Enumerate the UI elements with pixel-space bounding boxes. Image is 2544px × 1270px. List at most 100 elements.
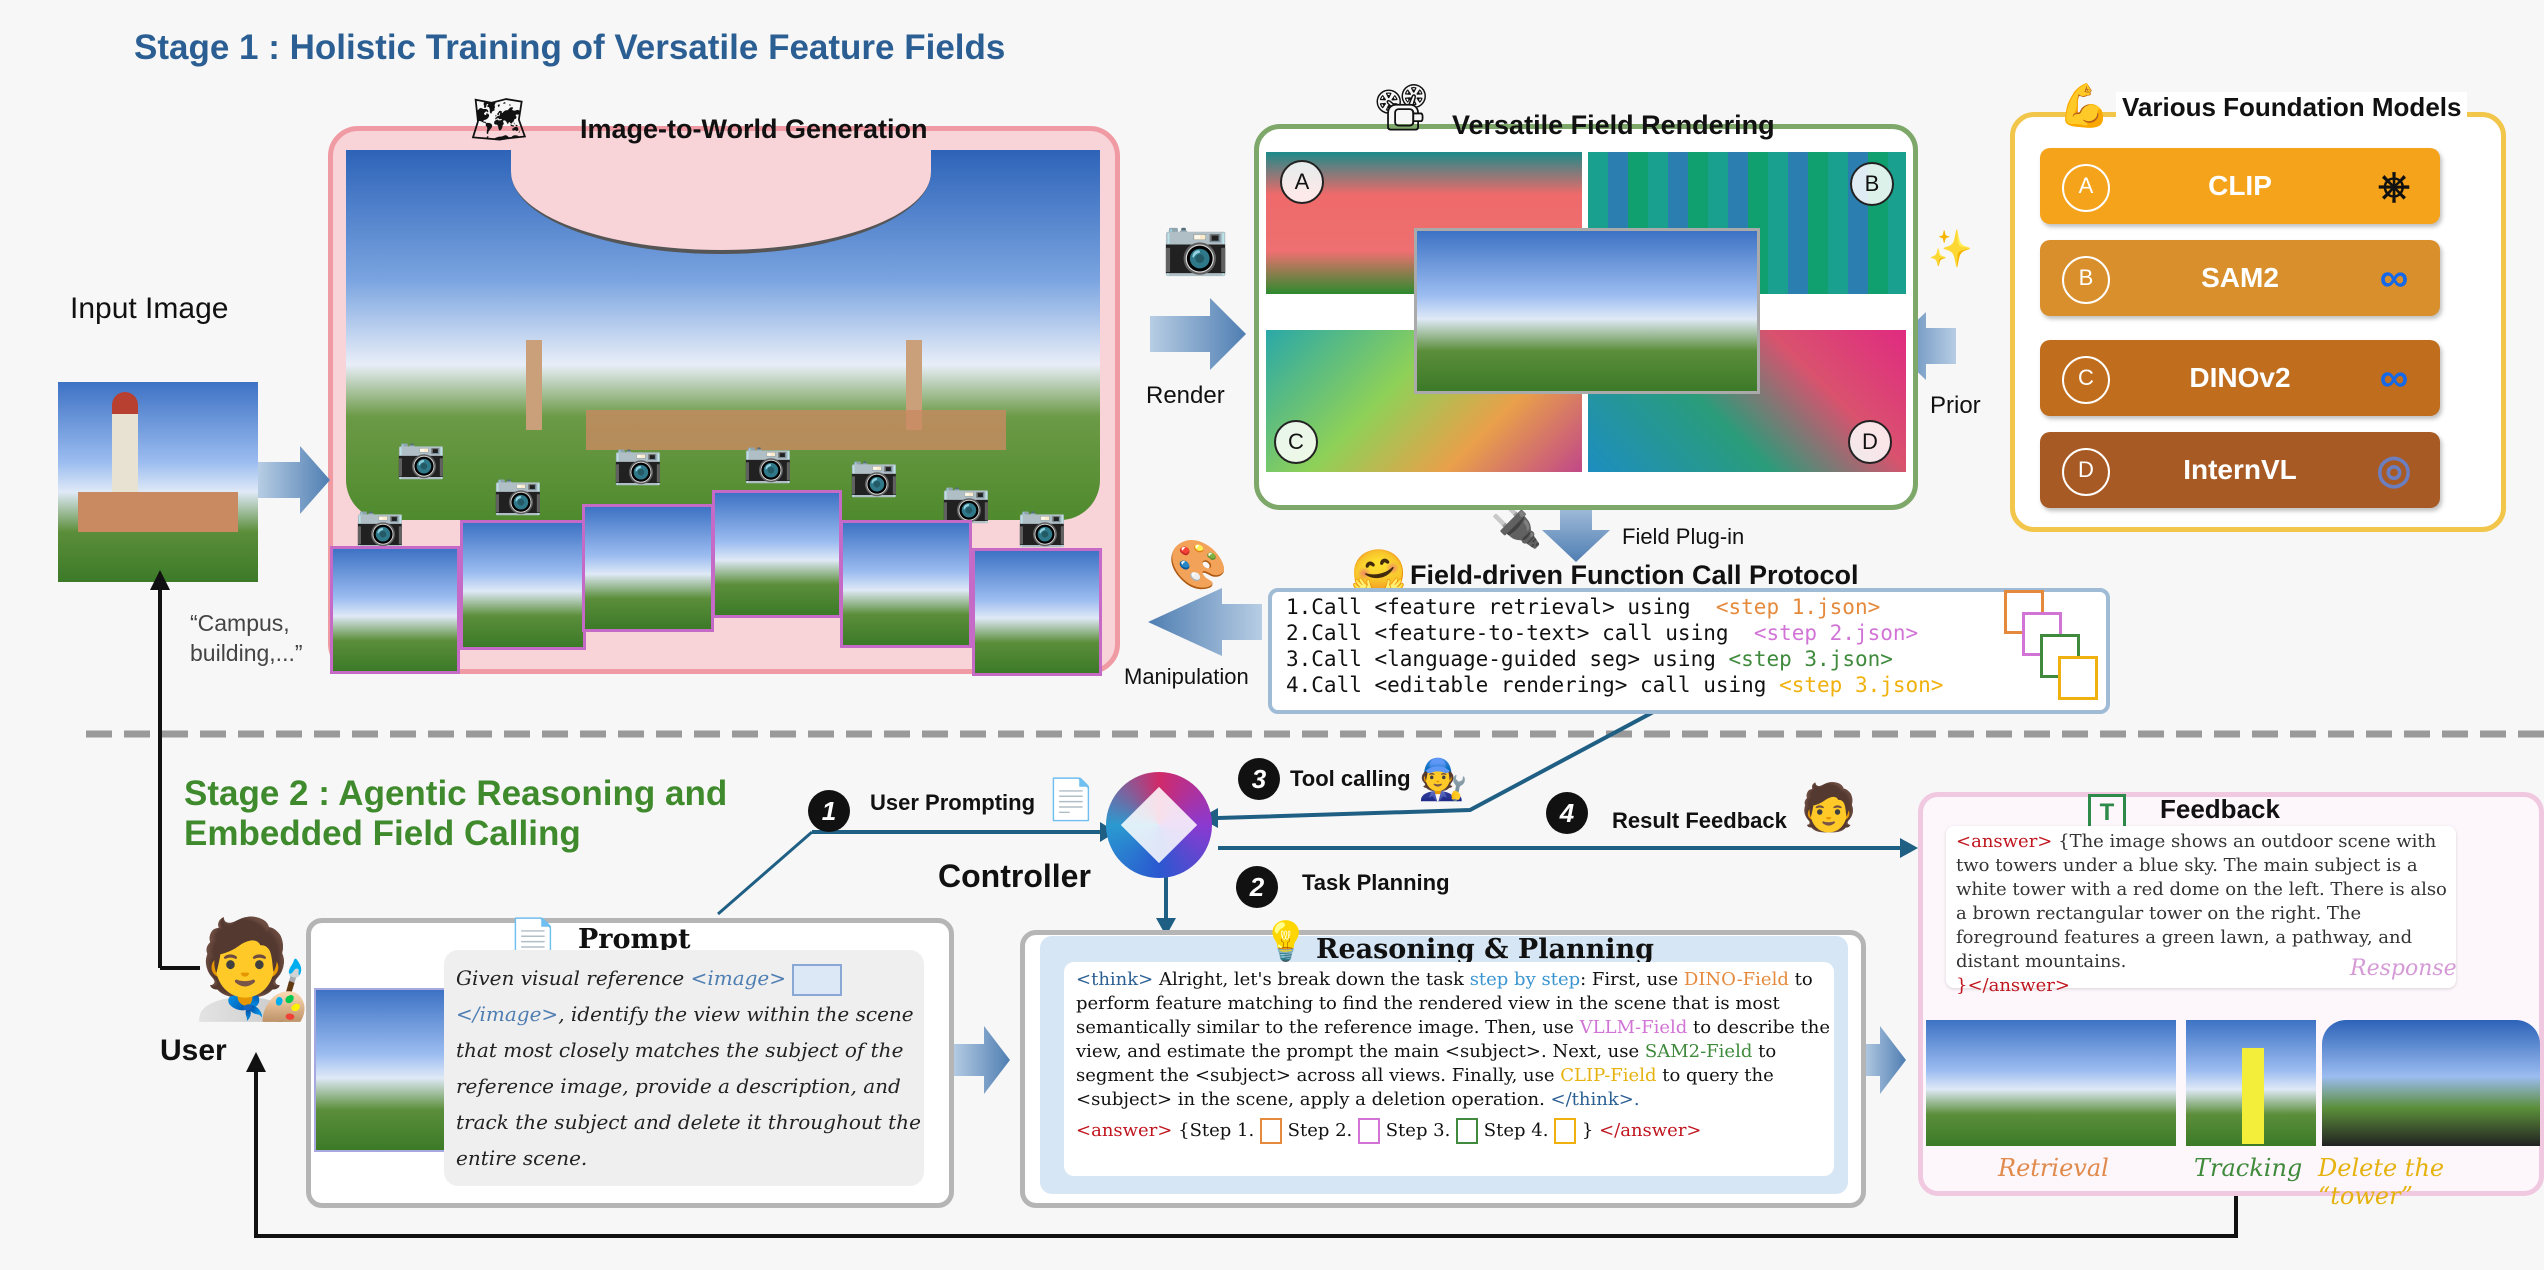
star-person-icon: 🧑 — [1800, 781, 1858, 833]
retrieval-label: Retrieval — [1998, 1154, 2109, 1182]
tool-calling-label: Tool calling — [1290, 766, 1411, 791]
model-letter: C — [2062, 356, 2110, 404]
controller-label: Controller — [938, 858, 1091, 894]
json-file-icon — [1456, 1118, 1479, 1144]
view-thumbnail — [460, 520, 586, 650]
model-name: InternVL — [2183, 454, 2297, 485]
arrow-manipulation — [1148, 588, 1262, 656]
camera-icon: 📷 — [1162, 217, 1230, 277]
task-planning-label: Task Planning — [1302, 870, 1450, 895]
camera-icon: 📷 — [613, 442, 663, 486]
step-number-4: 4 — [1546, 792, 1588, 834]
camera-icon: 📷 — [493, 472, 543, 516]
reference-image — [314, 988, 452, 1152]
model-name: CLIP — [2208, 170, 2272, 201]
sparkle-icon: ✨ — [1928, 228, 1973, 269]
feedback-text: <answer> {The image shows an outdoor sce… — [1956, 831, 2447, 996]
models-title: Various Foundation Models — [2116, 92, 2468, 123]
map-icon: 🗺 — [470, 93, 529, 145]
flex-icon: 💪 — [2058, 82, 2111, 129]
reasoning-box — [1064, 962, 1834, 1176]
protocol-line-2: 2.Call <feature-to-text> call using <ste… — [1286, 621, 1919, 645]
camera-icon: 📷 — [743, 440, 793, 484]
result-feedback-label: Result Feedback — [1612, 808, 1787, 833]
palette-icon: 🎨 — [1168, 539, 1228, 592]
feedback-box — [1946, 826, 2456, 988]
camera-icon: 📷 — [849, 454, 899, 498]
meta-icon: ∞ — [2379, 356, 2409, 400]
model-name: DINOv2 — [2189, 362, 2291, 393]
step-number-2: 2 — [1236, 866, 1278, 908]
input-image-label: Input Image — [70, 292, 229, 325]
arrow-input — [258, 446, 330, 514]
json-file-icon — [1259, 1118, 1282, 1144]
field-letter-d: D — [1848, 420, 1892, 464]
internvl-icon: ◎ — [2376, 448, 2412, 492]
camera-icon: 📷 — [355, 504, 405, 548]
model-internvl: D InternVL ◎ — [2040, 432, 2440, 508]
field-letter-a: A — [1280, 160, 1324, 204]
stage1-title: Stage 1 : Holistic Training of Versatile… — [134, 28, 1006, 67]
render-label: Render — [1146, 382, 1225, 409]
view-thumbnail — [840, 520, 972, 648]
arrow-reasoning — [1862, 1026, 1906, 1094]
prior-label: Prior — [1930, 392, 1981, 419]
field-letter-b: B — [1850, 162, 1894, 206]
rendering-title: Versatile Field Rendering — [1452, 110, 1775, 140]
view-thumbnail — [582, 504, 714, 632]
protocol-panel — [1268, 588, 2110, 714]
user-prompting-label: User Prompting — [870, 790, 1036, 815]
step-number-3: 3 — [1238, 758, 1280, 800]
stage2-title-line2: Embedded Field Calling — [184, 814, 581, 853]
model-clip: A CLIP ⎈ — [2040, 148, 2440, 224]
input-caption-1: “Campus, — [190, 610, 290, 636]
artist-icon: 🧑‍🎨 — [192, 916, 312, 1023]
response-label: Response — [2350, 956, 2457, 981]
plugin-label: Field Plug-in — [1622, 524, 1745, 549]
generation-title: Image-to-World Generation — [580, 114, 928, 144]
document-icon: 📄 — [1046, 778, 1096, 822]
input-caption-2: building,...” — [190, 640, 303, 666]
prompt-box — [444, 950, 924, 1186]
tripod-icon: 📽 — [1372, 81, 1431, 133]
delete-label: Delete the “tower” — [2318, 1154, 2445, 1210]
field-letter-c: C — [1274, 420, 1318, 464]
camera-icon: 📷 — [1017, 504, 1067, 548]
model-sam2: B SAM2 ∞ — [2040, 240, 2440, 316]
arrow-plugin — [1542, 492, 1610, 562]
camera-icon: 📷 — [941, 480, 991, 524]
protocol-line-3: 3.Call <language-guided seg> using <step… — [1286, 647, 1893, 671]
model-letter: A — [2062, 164, 2110, 212]
tracking-label: Tracking — [2194, 1154, 2303, 1182]
openai-icon: ⎈ — [2378, 164, 2410, 208]
step-number-1: 1 — [808, 790, 850, 832]
feedback-title: Feedback — [2160, 794, 2280, 824]
model-letter: D — [2062, 448, 2110, 496]
arrow-render — [1150, 298, 1246, 370]
image-placeholder-icon — [792, 963, 843, 996]
tracking-image — [2186, 1020, 2316, 1146]
reasoning-title: Reasoning & Planning — [1316, 934, 1654, 965]
meta-icon: ∞ — [2379, 256, 2409, 300]
protocol-title: Field-driven Function Call Protocol — [1410, 560, 1859, 590]
view-thumbnail — [330, 546, 460, 674]
json-file-icon — [1358, 1118, 1380, 1144]
stage2-title: Stage 2 : Agentic Reasoning and Embedded… — [184, 774, 727, 854]
protocol-line-1: 1.Call <feature retrieval> using <step 1… — [1286, 595, 1881, 619]
view-thumbnail — [712, 490, 842, 618]
manipulation-label: Manipulation — [1124, 664, 1249, 689]
reasoning-text: <think> Alright, let's break down the ta… — [1076, 968, 1832, 1144]
retrieval-image — [1926, 1020, 2176, 1146]
tool-person-icon: 🧑‍🔧 — [1418, 758, 1468, 802]
json-file-icon — [2058, 656, 2098, 700]
model-name: SAM2 — [2201, 262, 2279, 293]
prompt-title: Prompt — [578, 924, 691, 955]
controller-logo[interactable] — [1106, 772, 1212, 878]
view-thumbnail — [972, 548, 1102, 676]
stage2-title-line1: Stage 2 : Agentic Reasoning and — [184, 774, 728, 813]
camera-icon: 📷 — [396, 436, 446, 480]
lightbulb-icon: 💡 — [1262, 921, 1310, 963]
model-dinov2: C DINOv2 ∞ — [2040, 340, 2440, 416]
user-label: User — [160, 1034, 227, 1067]
arrow-prompt — [952, 1026, 1010, 1094]
